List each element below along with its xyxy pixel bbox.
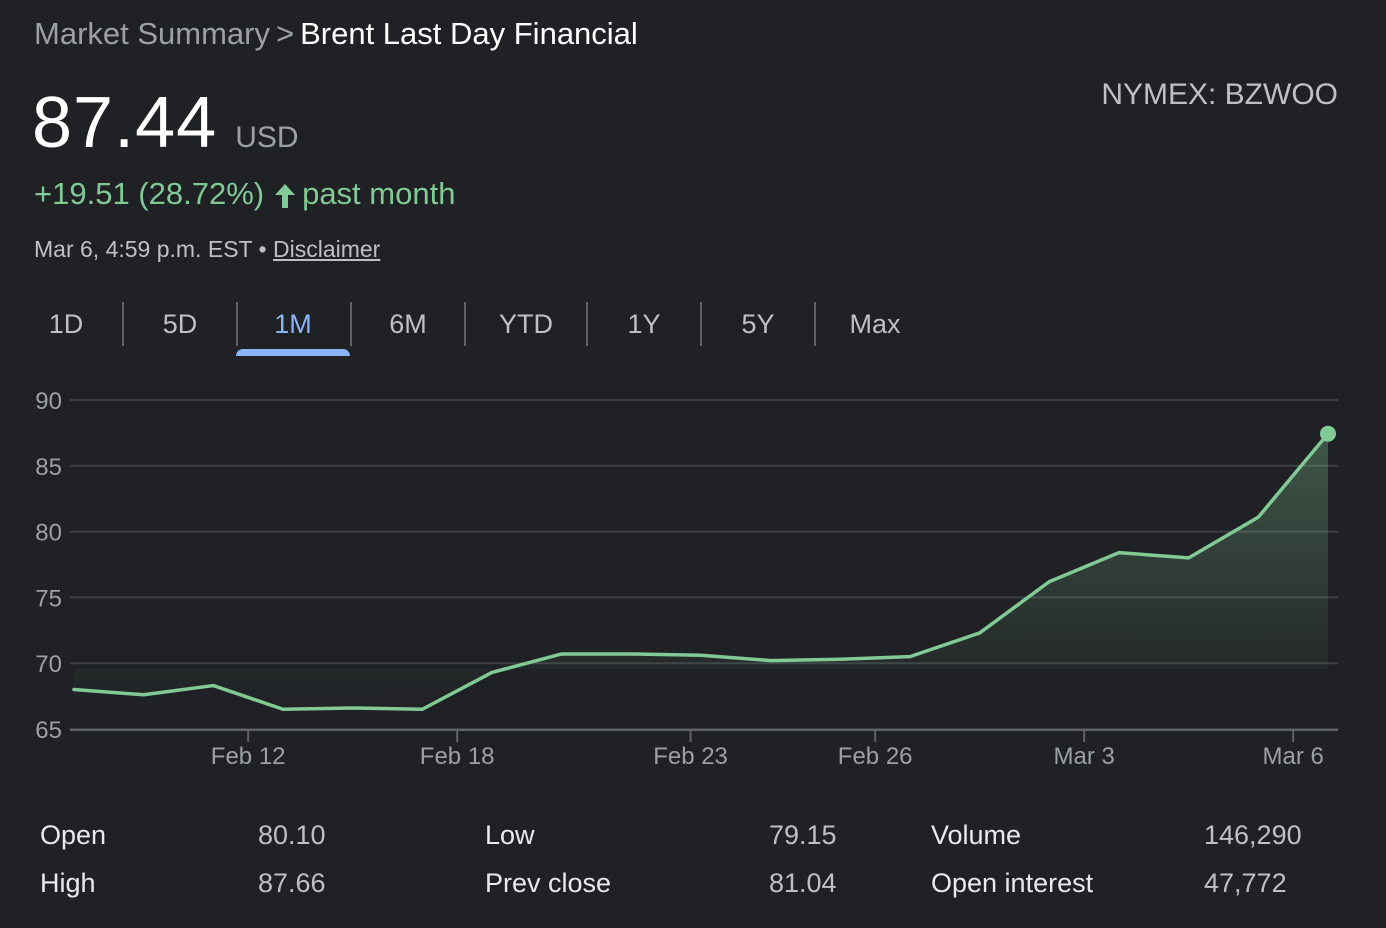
stat-volume-value: 146,290 bbox=[1204, 820, 1302, 850]
tab-ytd[interactable]: YTD bbox=[466, 300, 586, 348]
tab-1m[interactable]: 1M bbox=[236, 300, 350, 356]
y-tick-label: 90 bbox=[35, 388, 62, 415]
tab-divider bbox=[464, 302, 466, 346]
price-area-fill bbox=[74, 433, 1328, 710]
tab-5d[interactable]: 5D bbox=[124, 300, 236, 348]
tab-label: Max bbox=[849, 308, 901, 339]
tab-label: 1Y bbox=[627, 308, 661, 339]
price-chart[interactable]: 90 85 80 75 70 65 Feb 12 Feb 18 Feb 23 Feb 26 Mar … bbox=[0, 370, 1386, 790]
breadcrumb: Market Summary > Brent Last Day Financial bbox=[34, 16, 638, 52]
stat-high-value: 87.66 bbox=[258, 868, 326, 898]
currency-label: USD bbox=[235, 121, 299, 154]
tab-divider bbox=[350, 302, 352, 346]
tab-label: 5D bbox=[162, 308, 198, 339]
stat-open-value: 80.10 bbox=[258, 820, 326, 850]
tab-5y[interactable]: 5Y bbox=[702, 300, 814, 348]
tab-divider bbox=[814, 302, 816, 346]
stat-prev-close-value: 81.04 bbox=[769, 868, 837, 898]
change-value: +19.51 (28.72%) bbox=[34, 176, 265, 211]
x-tick-label: Feb 12 bbox=[211, 743, 286, 770]
tab-divider bbox=[236, 302, 238, 346]
y-tick-label: 75 bbox=[35, 585, 62, 612]
tab-divider bbox=[122, 302, 124, 346]
x-tick-label: Feb 18 bbox=[420, 743, 495, 770]
timestamp-text: Mar 6, 4:59 p.m. EST • bbox=[34, 236, 267, 262]
tab-divider bbox=[586, 302, 588, 346]
breadcrumb-separator: > bbox=[275, 16, 295, 51]
stat-low-value: 79.15 bbox=[769, 820, 837, 850]
stats-table: Open 80.10 High 87.66 Low 79.15 Prev clo… bbox=[0, 812, 1386, 912]
tab-divider bbox=[700, 302, 702, 346]
tab-6m[interactable]: 6M bbox=[352, 300, 464, 348]
stat-open-interest-label: Open interest bbox=[931, 868, 1094, 898]
arrow-up-icon bbox=[274, 181, 296, 208]
x-tick-label: Mar 3 bbox=[1053, 743, 1114, 770]
stat-open-interest-value: 47,772 bbox=[1204, 868, 1287, 898]
stat-open-label: Open bbox=[40, 820, 107, 850]
change-period: past month bbox=[302, 176, 456, 211]
price-row: 87.44 USD bbox=[32, 82, 299, 164]
tab-label: 1D bbox=[48, 308, 84, 339]
price-line bbox=[72, 431, 1330, 712]
y-tick-label: 70 bbox=[35, 651, 62, 678]
price-change: +19.51 (28.72%) past month bbox=[34, 176, 455, 212]
x-tick-label: Feb 26 bbox=[838, 743, 913, 770]
stat-high-label: High bbox=[40, 868, 96, 898]
x-tick-label: Feb 23 bbox=[653, 743, 728, 770]
tab-1y[interactable]: 1Y bbox=[588, 300, 700, 348]
current-price: 87.44 bbox=[32, 83, 218, 163]
page-title: Brent Last Day Financial bbox=[300, 16, 638, 51]
y-tick-label: 65 bbox=[35, 717, 62, 744]
y-tick-label: 85 bbox=[35, 454, 62, 481]
tab-label: 1M bbox=[274, 308, 312, 339]
breadcrumb-parent-link[interactable]: Market Summary bbox=[34, 16, 270, 51]
tab-label: 5Y bbox=[741, 308, 775, 339]
active-tab-indicator bbox=[236, 349, 350, 356]
exchange-symbol: NYMEX: BZWOO bbox=[1101, 78, 1338, 111]
quote-timestamp: Mar 6, 4:59 p.m. EST • Disclaimer bbox=[34, 236, 380, 263]
tab-max[interactable]: Max bbox=[816, 300, 934, 348]
x-tick-label: Mar 6 bbox=[1262, 743, 1323, 770]
disclaimer-link[interactable]: Disclaimer bbox=[273, 236, 381, 262]
stat-prev-close-label: Prev close bbox=[485, 868, 612, 898]
y-tick-label: 80 bbox=[35, 520, 62, 547]
tab-label: YTD bbox=[499, 308, 553, 339]
stat-volume-label: Volume bbox=[931, 820, 1022, 850]
stat-low-label: Low bbox=[485, 820, 535, 850]
last-price-point bbox=[1320, 425, 1336, 442]
tab-label: 6M bbox=[389, 308, 427, 339]
tab-1d[interactable]: 1D bbox=[10, 300, 122, 348]
